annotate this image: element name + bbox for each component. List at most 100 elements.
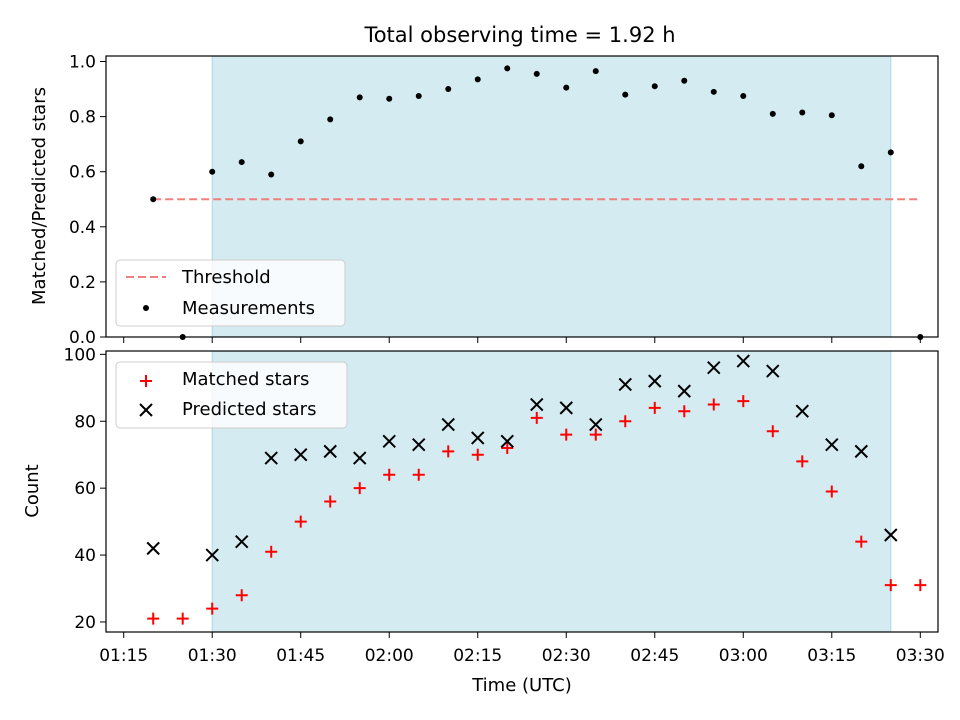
matched-stars-point bbox=[206, 602, 219, 615]
predicted-stars-point bbox=[530, 397, 544, 412]
legend-measurements-swatch bbox=[143, 305, 149, 311]
measurements-point bbox=[740, 92, 747, 99]
matched-stars-point bbox=[294, 515, 307, 528]
predicted-stars-point bbox=[884, 528, 898, 542]
matched-stars-point bbox=[884, 579, 897, 592]
y-tick-label: 60 bbox=[74, 479, 96, 499]
predicted-stars-point bbox=[559, 401, 573, 415]
predicted-stars-point bbox=[707, 361, 721, 375]
y-tick-label: 0.2 bbox=[69, 273, 96, 293]
predicted-stars-point bbox=[412, 437, 426, 452]
measurements-point bbox=[356, 94, 363, 101]
matched-stars-point bbox=[560, 428, 573, 441]
x-axis-label: Time (UTC) bbox=[471, 675, 572, 696]
measurements-point bbox=[209, 168, 216, 175]
measurements-point bbox=[681, 77, 688, 84]
top-legend: Threshold Measurements bbox=[115, 259, 346, 327]
matched-stars-point bbox=[825, 485, 838, 498]
matched-stars-point bbox=[914, 579, 927, 592]
measurements-point bbox=[710, 88, 717, 95]
measurements-point bbox=[651, 83, 658, 90]
predicted-stars-point bbox=[264, 451, 278, 465]
measurements-point bbox=[858, 163, 865, 170]
x-tick-label: 03:30 bbox=[896, 646, 945, 666]
figure-title: Total observing time = 1.92 h bbox=[363, 23, 675, 47]
legend-threshold-label: Threshold bbox=[181, 267, 271, 288]
predicted-stars-point bbox=[618, 377, 632, 392]
matched-stars-point bbox=[383, 468, 396, 481]
measurements-point bbox=[268, 171, 275, 178]
bottom-axes-frame bbox=[105, 350, 939, 633]
y-tick-label: 80 bbox=[74, 412, 96, 432]
predicted-stars-point bbox=[294, 447, 308, 462]
bottom-legend: Matched stars Predicted stars bbox=[115, 361, 348, 429]
measurements-point bbox=[769, 110, 776, 117]
legend-measurements-label: Measurements bbox=[182, 298, 315, 319]
matched-stars-point bbox=[265, 545, 278, 558]
matched-stars-point bbox=[707, 398, 720, 411]
x-tick-label: 03:00 bbox=[719, 646, 768, 666]
legend-predicted-swatch bbox=[139, 403, 153, 417]
measurements-point bbox=[474, 76, 481, 83]
matched-stars-point bbox=[530, 411, 543, 424]
top-legend-frame bbox=[115, 259, 346, 327]
top-axes-frame bbox=[105, 55, 939, 338]
measurements-point bbox=[327, 116, 334, 123]
y-tick-label: 20 bbox=[74, 613, 96, 633]
matched-stars-point bbox=[737, 395, 750, 408]
predicted-stars-point bbox=[323, 444, 337, 459]
x-tick-label: 01:45 bbox=[276, 646, 325, 666]
legend-matched-label: Matched stars bbox=[182, 369, 309, 390]
measurements-point bbox=[504, 65, 511, 72]
predicted-stars-point bbox=[589, 417, 603, 432]
measurements-point bbox=[887, 149, 894, 156]
predicted-stars-point bbox=[353, 451, 367, 465]
predicted-stars-point bbox=[825, 437, 839, 452]
y-tick-label: 1.0 bbox=[69, 53, 96, 73]
matched-stars-point bbox=[176, 612, 189, 625]
measurements-point bbox=[533, 70, 540, 77]
predicted-stars-point bbox=[235, 534, 249, 549]
predicted-stars-point bbox=[736, 354, 750, 368]
measurements-point bbox=[238, 159, 245, 166]
x-tick-label: 01:30 bbox=[188, 646, 237, 666]
predicted-stars-point bbox=[854, 444, 868, 459]
matched-stars-point bbox=[589, 428, 602, 441]
matched-stars-point bbox=[796, 455, 809, 468]
matched-stars-point bbox=[353, 482, 366, 495]
bottom-y-axis-label: Count bbox=[22, 464, 43, 517]
x-tick-label: 02:30 bbox=[542, 646, 591, 666]
x-tick-label: 03:15 bbox=[807, 646, 856, 666]
matched-stars-point bbox=[855, 535, 868, 548]
predicted-stars-point bbox=[677, 384, 691, 398]
predicted-stars-point bbox=[471, 431, 485, 445]
predicted-stars-point bbox=[146, 541, 160, 556]
y-tick-label: 100 bbox=[64, 345, 96, 365]
matched-stars-point bbox=[619, 415, 632, 428]
top-panel: 0.0 0.2 0.4 0.6 0.8 1.0 Matched/Predicted sta… bbox=[29, 53, 939, 348]
matched-stars-point bbox=[766, 425, 779, 438]
x-tick-label: 02:00 bbox=[365, 646, 414, 666]
predicted-stars-point bbox=[500, 434, 514, 449]
predicted-stars-point bbox=[382, 434, 396, 449]
measurements-point bbox=[297, 138, 304, 145]
x-tick-label: 02:45 bbox=[630, 646, 679, 666]
measurements-point bbox=[445, 86, 452, 93]
predicted-stars-point bbox=[205, 548, 219, 562]
top-y-axis-label: Matched/Predicted stars bbox=[29, 87, 50, 305]
legend-predicted-label: Predicted stars bbox=[182, 399, 316, 420]
matched-stars-point bbox=[648, 401, 661, 414]
measurements-point bbox=[799, 109, 806, 116]
predicted-stars-point bbox=[441, 417, 455, 432]
y-tick-label: 40 bbox=[74, 546, 96, 566]
bottom-panel: 01:15 01:30 01:45 02:00 02:15 02:30 02:45 03:00… bbox=[22, 345, 945, 696]
predicted-stars-point bbox=[648, 374, 662, 388]
matched-stars-point bbox=[412, 468, 425, 481]
matched-stars-point bbox=[471, 448, 484, 461]
measurements-point bbox=[386, 95, 393, 102]
y-tick-label: 0.4 bbox=[69, 218, 96, 238]
matched-stars-point bbox=[678, 405, 691, 418]
matched-stars-point bbox=[235, 589, 248, 602]
measurements-point bbox=[150, 196, 157, 203]
